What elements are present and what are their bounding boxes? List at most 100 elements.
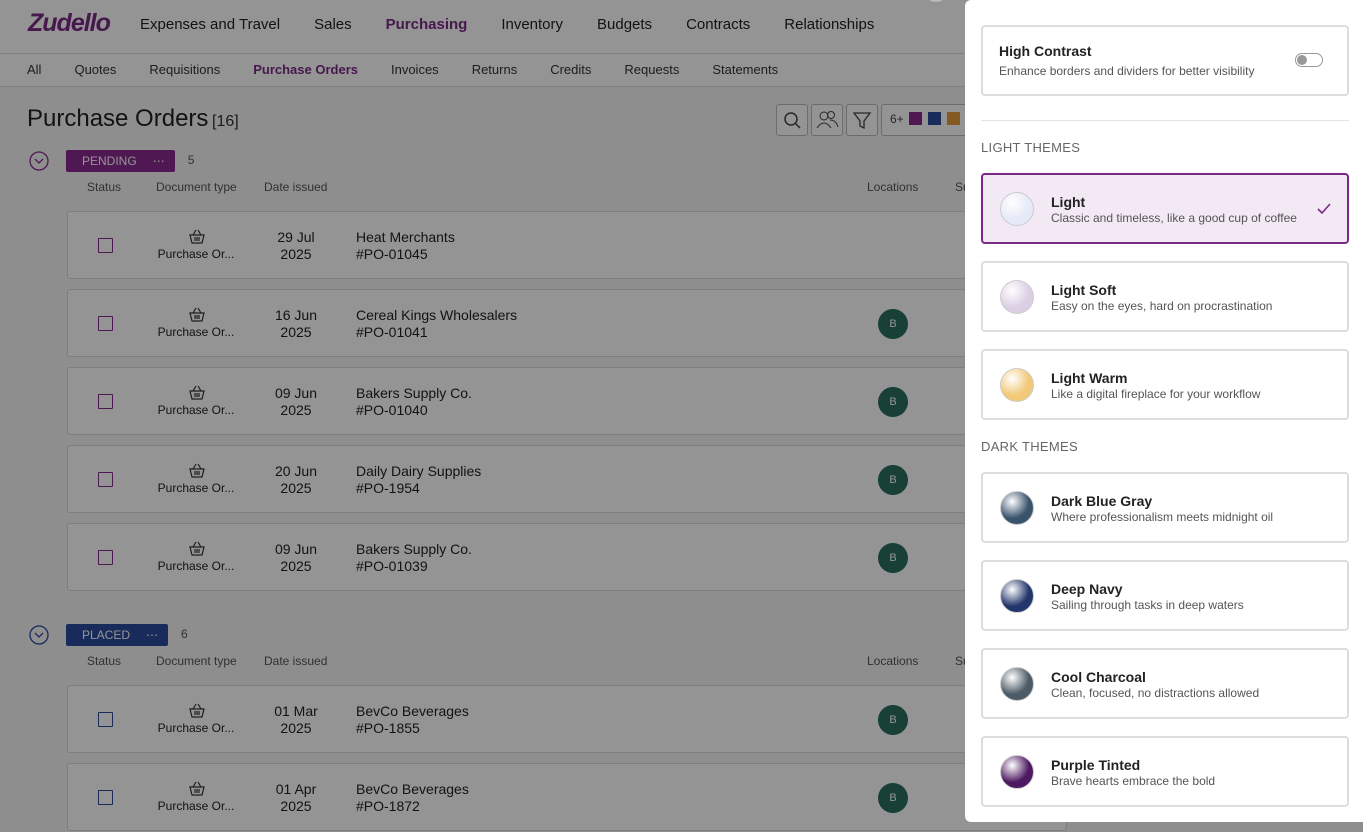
selected-check	[1317, 202, 1331, 215]
color-swatch	[947, 112, 960, 125]
collapse-button[interactable]	[29, 151, 49, 171]
theme-description: Clean, focused, no distractions allowed	[1051, 686, 1260, 700]
chevron-icon	[29, 151, 49, 171]
nav-item[interactable]: Contracts	[686, 16, 751, 33]
theme-card[interactable]: Cool Charcoal Clean, focused, no distract…	[981, 648, 1349, 719]
people-button[interactable]	[811, 104, 843, 136]
theme-description: Where professionalism meets midnight oil	[1051, 510, 1274, 524]
row-checkbox[interactable]	[98, 712, 113, 727]
theme-name: Light Warm	[1051, 370, 1128, 386]
location-badge: B	[878, 783, 908, 813]
theme-card[interactable]: Dark Blue Gray Where professionalism meet…	[981, 472, 1349, 543]
filter-button[interactable]	[846, 104, 878, 136]
theme-name: Light Soft	[1051, 282, 1117, 298]
collapse-button[interactable]	[29, 625, 49, 645]
row-card[interactable]: Purchase Or... 20 Jun 2025 Daily Dairy Supp…	[67, 445, 1067, 513]
date-year: 2025	[280, 402, 312, 418]
theme-card[interactable]: Light Warm Like a digital fireplace for y…	[981, 349, 1349, 420]
row-checkbox[interactable]	[98, 472, 113, 487]
nav-item[interactable]: Sales	[314, 16, 352, 33]
date-day: 20 Jun	[274, 463, 318, 479]
basket-icon	[188, 463, 206, 479]
row-card[interactable]: Purchase Or... 01 Mar 2025 BevCo Beverages #…	[67, 685, 1067, 753]
check-icon	[1317, 203, 1331, 215]
row-card[interactable]: Purchase Or... 16 Jun 2025 Cereal Kings Who…	[67, 289, 1067, 357]
column-header: Locations	[867, 654, 919, 668]
theme-swatch	[1000, 280, 1034, 314]
row-card[interactable]: Purchase Or... 09 Jun 2025 Bakers Supply Co…	[67, 367, 1067, 435]
group-label: PENDING	[82, 154, 137, 168]
divider	[981, 120, 1349, 121]
date-year: 2025	[280, 480, 312, 496]
chevron-icon	[29, 625, 49, 645]
theme-card[interactable]: Deep Navy Sailing through tasks in deep w…	[981, 560, 1349, 631]
column-header: Date issued	[264, 654, 328, 668]
row-checkbox[interactable]	[98, 394, 113, 409]
nav-item[interactable]: Expenses and Travel	[140, 16, 281, 33]
po-number: #PO-01045	[356, 246, 428, 262]
toggle-knob	[1297, 55, 1307, 65]
date-day: 01 Mar	[274, 703, 318, 719]
supplier-name: Cereal Kings Wholesalers	[356, 307, 518, 323]
supplier-name: BevCo Beverages	[356, 781, 469, 797]
date-year: 2025	[280, 798, 312, 814]
row-checkbox[interactable]	[98, 316, 113, 331]
sub-nav-item[interactable]: Requests	[624, 62, 680, 77]
theme-name: Light	[1051, 194, 1086, 210]
sub-nav-item[interactable]: Credits	[550, 62, 592, 77]
nav-item[interactable]: Budgets	[597, 16, 653, 33]
group-count: 6	[181, 627, 188, 641]
section-title: LIGHT THEMES	[981, 140, 1081, 155]
high-contrast-toggle[interactable]	[1295, 53, 1323, 67]
nav-item[interactable]: Relationships	[784, 16, 875, 33]
column-header: Document type	[156, 654, 237, 668]
row-card[interactable]: Purchase Or... 01 Apr 2025 BevCo Beverages #…	[67, 763, 1067, 831]
high-contrast-title: High Contrast	[999, 43, 1092, 59]
nav-item[interactable]: Purchasing	[385, 16, 468, 33]
row-checkbox[interactable]	[98, 790, 113, 805]
high-contrast-description: Enhance borders and dividers for better …	[999, 64, 1255, 78]
document-type: Purchase Or...	[157, 325, 235, 339]
filter-icon	[852, 112, 872, 130]
document-type: Purchase Or...	[157, 481, 235, 495]
sub-nav-item[interactable]: All	[27, 62, 42, 77]
basket-icon	[188, 541, 206, 557]
sub-nav-item[interactable]: Quotes	[74, 62, 117, 77]
supplier-name: BevCo Beverages	[356, 703, 469, 719]
search-button[interactable]	[776, 104, 808, 136]
document-type: Purchase Or...	[157, 403, 235, 417]
theme-card[interactable]: Light Classic and timeless, like a good c…	[981, 173, 1349, 244]
supplier-name: Bakers Supply Co.	[356, 385, 472, 401]
group-count: 5	[187, 153, 195, 167]
nav-item[interactable]: Inventory	[501, 16, 564, 33]
document-type: Purchase Or...	[157, 247, 235, 261]
row-checkbox[interactable]	[98, 550, 113, 565]
group-badge[interactable]: PENDING ⋯	[66, 150, 175, 172]
document-type: Purchase Or...	[157, 559, 235, 573]
theme-swatch	[1000, 667, 1034, 701]
sub-nav-item[interactable]: Invoices	[390, 62, 439, 77]
supplier-name: Daily Dairy Supplies	[356, 463, 482, 479]
row-checkbox[interactable]	[98, 238, 113, 253]
theme-card[interactable]: Purple Tinted Brave hearts embrace the bo…	[981, 736, 1349, 807]
nav-items: Expenses and Travel Sales Purchasing Invent…	[140, 16, 874, 33]
logo[interactable]: Zudello	[28, 9, 111, 37]
sub-nav-item[interactable]: Statements	[712, 62, 779, 77]
close-button[interactable]	[924, 0, 948, 2]
theme-description: Like a digital fireplace for your workfl…	[1051, 387, 1261, 401]
sub-nav-item[interactable]: Returns	[471, 62, 518, 77]
location-badge: B	[878, 465, 908, 495]
row-card[interactable]: Purchase Or... 29 Jul 2025 Heat Merchants #P…	[67, 211, 1067, 279]
basket-svg	[189, 385, 205, 400]
column-header: Document type	[156, 180, 237, 194]
high-contrast-card[interactable]: High Contrast Enhance borders and divide…	[981, 25, 1349, 96]
basket-icon	[188, 385, 206, 401]
row-card[interactable]: Purchase Or... 09 Jun 2025 Bakers Supply Co…	[67, 523, 1067, 591]
theme-name: Purple Tinted	[1051, 757, 1141, 773]
sub-nav-item[interactable]: Purchase Orders	[253, 62, 358, 77]
theme-card[interactable]: Light Soft Easy on the eyes, hard on proc…	[981, 261, 1349, 332]
group-badge[interactable]: PLACED ⋯	[66, 624, 169, 646]
column-header: Locations	[867, 180, 919, 194]
sub-nav-item[interactable]: Requisitions	[149, 62, 221, 77]
basket-icon	[188, 307, 206, 323]
